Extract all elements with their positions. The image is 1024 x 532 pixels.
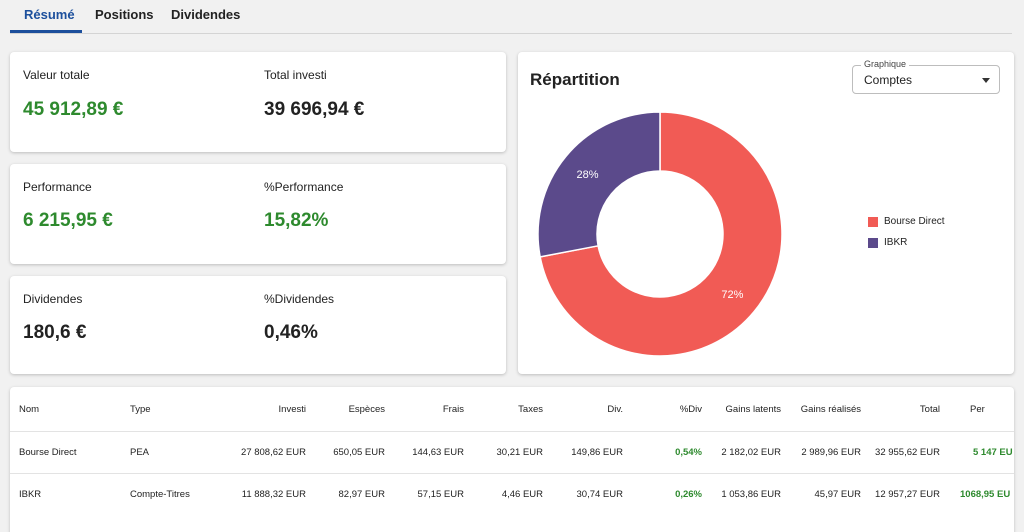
slice-bourse-direct[interactable] xyxy=(539,111,783,357)
col-header-pct-div[interactable]: %Div xyxy=(679,403,702,415)
col-header-taxes[interactable]: Taxes xyxy=(518,403,543,415)
donut-chart: 72% 28% xyxy=(537,111,783,357)
col-header-type[interactable]: Type xyxy=(130,403,151,415)
table-header-row: Nom Type Investi Espèces Frais Taxes Div… xyxy=(10,387,1014,431)
active-tab-indicator xyxy=(10,30,82,33)
tab-bar: Résumé Positions Dividendes xyxy=(0,0,1024,34)
performance-label: Performance xyxy=(23,180,92,194)
cell-frais: 144,63 EUR xyxy=(412,447,464,458)
legend-label: Bourse Direct xyxy=(884,216,945,227)
cell-total: 32 955,62 EUR xyxy=(875,447,940,458)
cell-gains-latents: 2 182,02 EUR xyxy=(721,447,781,458)
col-header-div[interactable]: Div. xyxy=(607,403,623,415)
cell-investi: 11 888,32 EUR xyxy=(241,489,306,500)
legend-swatch xyxy=(868,216,878,227)
cell-especes: 82,97 EUR xyxy=(338,489,385,500)
valeur-totale-label: Valeur totale xyxy=(23,68,90,82)
pct-dividendes-value: 0,46% xyxy=(264,322,318,343)
dividendes-value: 180,6 € xyxy=(23,322,87,343)
tab-divider xyxy=(10,33,1012,34)
cell-performance: 5 147 EU xyxy=(973,447,1013,458)
cell-total: 12 957,27 EUR xyxy=(875,489,940,500)
chart-title: Répartition xyxy=(530,70,620,89)
valeur-totale-value: 45 912,89 € xyxy=(23,99,124,120)
card-performance: Performance 6 215,95 € %Performance 15,8… xyxy=(10,164,506,264)
cell-nom: Bourse Direct xyxy=(19,447,77,458)
repartition-panel: Répartition Graphique Comptes 72% 28% Bou… xyxy=(518,52,1014,374)
chart-legend: Bourse Direct IBKR xyxy=(868,216,945,258)
graphique-select-legend: Graphique xyxy=(861,59,910,69)
cell-frais: 57,15 EUR xyxy=(417,489,464,500)
table-row[interactable]: Bourse Direct PEA 27 808,62 EUR 650,05 E… xyxy=(10,431,1014,473)
col-header-performance[interactable]: Per xyxy=(970,403,985,415)
legend-label: IBKR xyxy=(884,237,908,248)
cell-especes: 650,05 EUR xyxy=(333,447,385,458)
col-header-especes[interactable]: Espèces xyxy=(348,403,385,415)
col-header-gains-realises[interactable]: Gains réalisés xyxy=(800,403,861,415)
cell-gains-realises: 45,97 EUR xyxy=(814,489,861,500)
cell-gains-realises: 2 989,96 EUR xyxy=(801,447,861,458)
pct-dividendes-label: %Dividendes xyxy=(264,292,335,306)
tab-positions[interactable]: Positions xyxy=(95,7,154,22)
caret-down-icon xyxy=(982,78,990,83)
cell-pct-div: 0,26% xyxy=(675,489,702,500)
col-header-total[interactable]: Total xyxy=(919,403,940,415)
graphique-select[interactable]: Graphique Comptes xyxy=(852,59,1000,94)
card-dividendes: Dividendes 180,6 € %Dividendes 0,46% xyxy=(10,276,506,374)
col-header-gains-latents[interactable]: Gains latents xyxy=(725,403,781,415)
pct-performance-value: 15,82% xyxy=(264,210,329,231)
cell-nom: IBKR xyxy=(19,489,42,500)
legend-item-ibkr[interactable]: IBKR xyxy=(868,237,945,248)
card-valeur: Valeur totale 45 912,89 € Total investi … xyxy=(10,52,506,152)
legend-item-bourse-direct[interactable]: Bourse Direct xyxy=(868,216,945,227)
col-header-investi[interactable]: Investi xyxy=(278,403,306,415)
dividendes-label: Dividendes xyxy=(23,292,83,306)
cell-gains-latents: 1 053,86 EUR xyxy=(721,489,781,500)
cell-type: PEA xyxy=(130,447,150,458)
col-header-frais[interactable]: Frais xyxy=(442,403,464,415)
cell-taxes: 30,21 EUR xyxy=(496,447,543,458)
tab-resume[interactable]: Résumé xyxy=(24,7,75,22)
cell-investi: 27 808,62 EUR xyxy=(241,447,306,458)
slice-ibkr[interactable] xyxy=(537,111,661,258)
total-investi-value: 39 696,94 € xyxy=(264,99,365,120)
tab-dividendes[interactable]: Dividendes xyxy=(171,7,241,22)
cell-type: Compte-Titres xyxy=(130,489,190,500)
legend-swatch xyxy=(868,237,878,248)
accounts-table: Nom Type Investi Espèces Frais Taxes Div… xyxy=(10,387,1014,532)
graphique-select-value: Comptes xyxy=(864,73,913,87)
slice-label: 72% xyxy=(721,289,743,301)
col-header-nom[interactable]: Nom xyxy=(19,403,40,415)
pct-performance-label: %Performance xyxy=(264,180,344,194)
performance-value: 6 215,95 € xyxy=(23,210,113,231)
cell-div: 149,86 EUR xyxy=(571,447,623,458)
cell-taxes: 4,46 EUR xyxy=(501,489,543,500)
total-investi-label: Total investi xyxy=(264,68,327,82)
cell-performance: 1068,95 EU xyxy=(960,489,1011,500)
table-row[interactable]: IBKR Compte-Titres 11 888,32 EUR 82,97 E… xyxy=(10,473,1014,515)
cell-pct-div: 0,54% xyxy=(675,447,702,458)
slice-label: 28% xyxy=(577,169,599,181)
cell-div: 30,74 EUR xyxy=(576,489,623,500)
